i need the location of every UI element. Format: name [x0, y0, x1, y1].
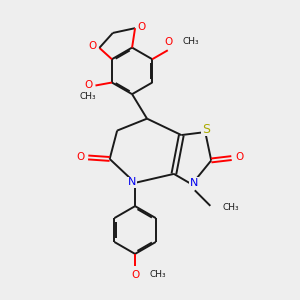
Text: CH₃: CH₃ — [223, 203, 239, 212]
Text: O: O — [76, 152, 85, 162]
Text: O: O — [89, 41, 97, 51]
Text: N: N — [190, 178, 198, 188]
Text: N: N — [128, 177, 136, 187]
Text: CH₃: CH₃ — [182, 38, 199, 46]
Text: CH₃: CH₃ — [80, 92, 96, 101]
Text: O: O — [165, 37, 173, 47]
Text: O: O — [137, 22, 146, 32]
Text: O: O — [84, 80, 92, 90]
Text: CH₃: CH₃ — [150, 270, 166, 279]
Text: O: O — [235, 152, 243, 163]
Text: S: S — [202, 123, 210, 136]
Text: O: O — [131, 270, 139, 280]
